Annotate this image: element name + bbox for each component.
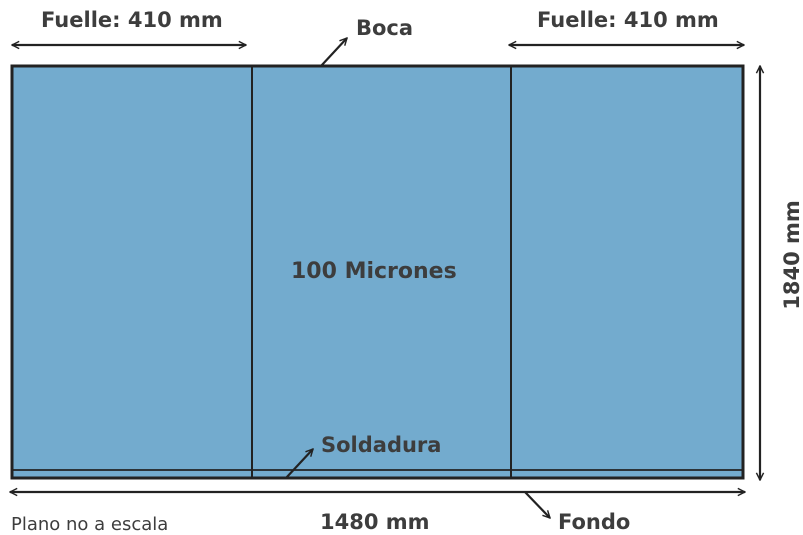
weld-label: Soldadura [321,433,442,457]
gusset-left-label: Fuelle: 410 mm [41,8,223,32]
bag-panel [10,64,745,480]
bottom-label: Fondo [558,510,631,534]
bottom-pointer-arrow [524,491,550,518]
mouth-pointer-arrow [320,38,347,67]
thickness-label: 100 Micrones [291,259,457,284]
width-label: 1480 mm [320,510,430,534]
weld-pointer-arrow [285,449,313,479]
height-label: 1840 mm [780,200,803,310]
mouth-label: Boca [356,16,414,40]
scale-note: Plano no a escala [11,514,169,535]
gusset-right-label: Fuelle: 410 mm [537,8,719,32]
